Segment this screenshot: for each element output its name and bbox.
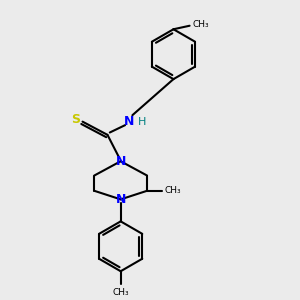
Text: N: N [116,155,126,168]
Text: CH₃: CH₃ [164,186,181,195]
Text: N: N [124,115,135,128]
Text: S: S [72,113,81,126]
Text: CH₃: CH₃ [112,288,129,297]
Text: N: N [116,193,126,206]
Text: CH₃: CH₃ [193,20,209,29]
Text: H: H [138,117,146,127]
